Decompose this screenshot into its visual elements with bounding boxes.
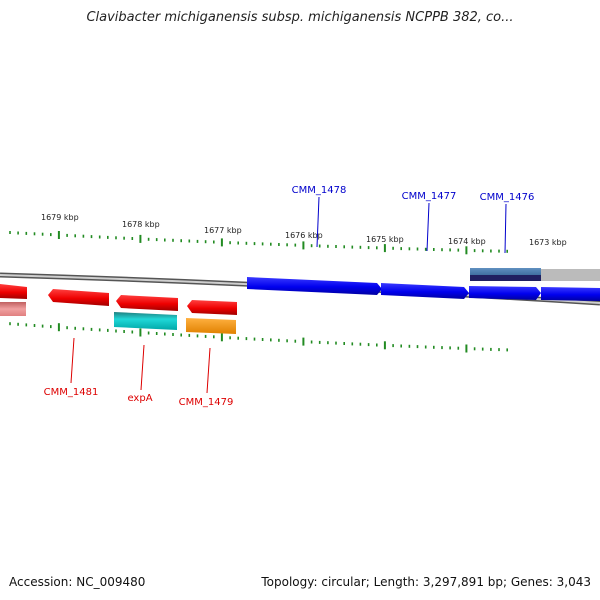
kbp-scale: 1679 kbp 1678 kbp 1677 kbp 1676 kbp 1675… — [41, 213, 567, 247]
gene-leader-lines — [70, 196, 507, 394]
gene-arrow-reverse[interactable] — [116, 295, 178, 311]
accession-text: Accession: NC_009480 — [9, 575, 146, 589]
feature-bar-navy[interactable] — [470, 275, 541, 281]
kbp-label: 1674 kbp — [448, 237, 486, 246]
feature-bar-pink[interactable] — [0, 302, 26, 316]
kbp-label: 1678 kbp — [122, 220, 160, 229]
kbp-label: 1677 kbp — [204, 226, 242, 235]
topology-text: Topology: circular; Length: 3,297,891 bp… — [261, 575, 591, 589]
kbp-label: 1676 kbp — [285, 231, 323, 240]
gene-label-expa[interactable]: expA — [127, 393, 152, 404]
kbp-label: 1675 kbp — [366, 235, 404, 244]
kbp-label: 1679 kbp — [41, 213, 79, 222]
gene-label-cmm-1481[interactable]: CMM_1481 — [44, 387, 99, 398]
gene-arrow-reverse[interactable] — [48, 289, 109, 306]
gene-label-cmm-1477[interactable]: CMM_1477 — [402, 191, 457, 202]
cds-expA-bar[interactable] — [114, 312, 177, 330]
reverse-strand-genes — [0, 284, 237, 334]
gene-arrow-forward[interactable] — [247, 277, 382, 295]
gene-arrow-forward[interactable] — [469, 286, 541, 300]
gene-arrow-forward[interactable] — [381, 283, 469, 299]
feature-bar-orange[interactable] — [186, 318, 236, 334]
gene-label-cmm-1476[interactable]: CMM_1476 — [480, 192, 535, 203]
gene-arrow-reverse[interactable] — [187, 300, 237, 315]
tick-row-top — [9, 231, 509, 255]
forward-strand-genes — [247, 268, 600, 301]
gene-arrow-forward[interactable] — [541, 287, 600, 301]
gene-arrow-reverse[interactable] — [0, 284, 27, 299]
feature-bar-steel[interactable] — [470, 268, 541, 275]
feature-bar-gray[interactable] — [541, 269, 600, 281]
gene-label-cmm-1478[interactable]: CMM_1478 — [292, 185, 347, 196]
tick-row-bottom — [9, 322, 509, 353]
gene-label-cmm-1479[interactable]: CMM_1479 — [179, 397, 234, 408]
map-title: Clavibacter michiganensis subsp. michiga… — [86, 10, 514, 25]
kbp-label: 1673 kbp — [529, 238, 567, 247]
